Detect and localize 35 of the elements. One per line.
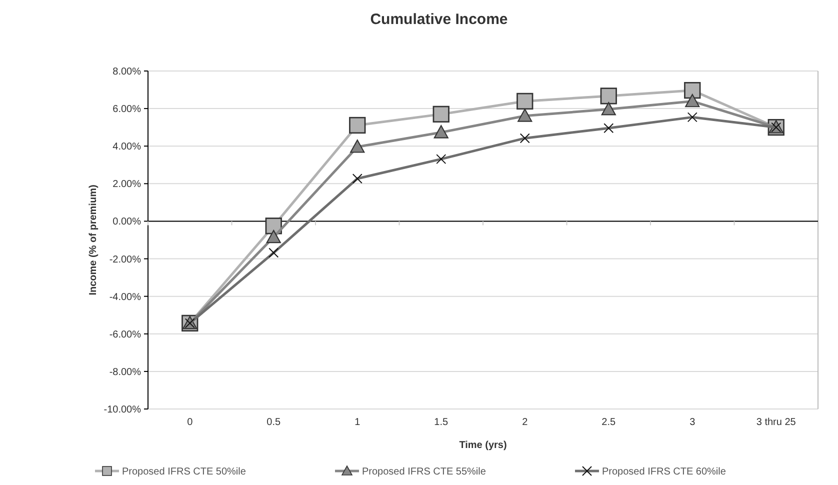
point: [516, 92, 534, 110]
point: [601, 102, 616, 116]
x-axis-title: Time (yrs): [459, 440, 507, 451]
legend-label: Proposed IFRS CTE 60%ile: [602, 466, 726, 478]
x-tick-label: 1: [354, 417, 361, 428]
y-tick-label: -2.00%: [109, 254, 142, 266]
point: [684, 82, 701, 99]
x-tick-label: 0.5: [266, 417, 282, 428]
x-tick-label: 0: [187, 417, 194, 428]
legend-label: Proposed IFRS CTE 50%ile: [122, 466, 246, 478]
point: [349, 116, 366, 134]
y-tick-label: -6.00%: [109, 329, 142, 340]
point: [266, 230, 281, 244]
chart-title: Cumulative Income: [370, 11, 508, 28]
point: [600, 88, 617, 104]
legend-label: Proposed IFRS CTE 55%ile: [362, 466, 486, 478]
x-tick-label: 2.5: [602, 417, 616, 428]
x-tick-label: 3: [690, 417, 696, 428]
y-tick-label: 8.00%: [112, 66, 142, 78]
y-tick-label: 0.00%: [112, 216, 142, 228]
y-tick-label: -8.00%: [109, 366, 142, 378]
y-tick-label: 6.00%: [112, 104, 142, 116]
x-tick-label: 1.5: [434, 417, 449, 428]
y-tick-label: 4.00%: [112, 142, 142, 153]
y-axis-title: Income (% of premium): [88, 184, 99, 296]
y-tick-label: -4.00%: [109, 292, 142, 303]
x-tick-label: 3 thru 25: [756, 417, 796, 428]
y-tick-label: -10.00%: [104, 404, 142, 416]
y-tick-label: 2.00%: [112, 179, 142, 190]
point: [685, 94, 700, 108]
point: [518, 108, 532, 122]
x-tick-label: 2: [522, 417, 528, 428]
point: [434, 125, 448, 138]
point: [350, 140, 365, 153]
point: [432, 106, 450, 123]
